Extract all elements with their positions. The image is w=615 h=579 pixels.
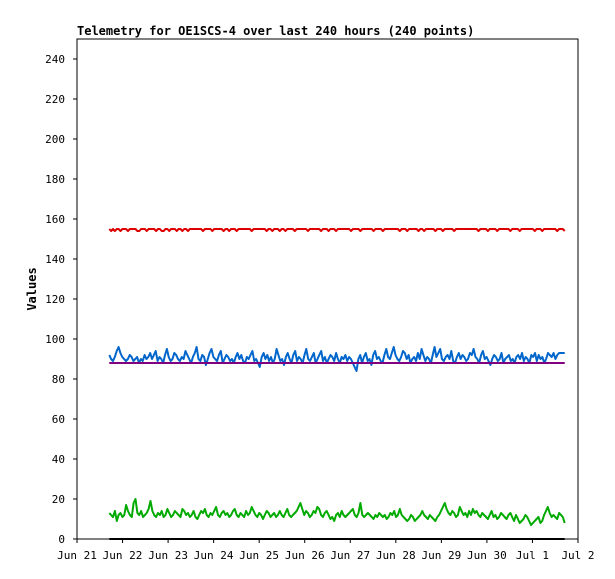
x-tick-label: Jul 2 (561, 549, 594, 562)
y-tick-label: 220 (45, 93, 65, 106)
y-tick-label: 40 (52, 453, 65, 466)
x-tick-label: Jun 22 (103, 549, 143, 562)
x-tick-label: Jun 23 (148, 549, 188, 562)
y-axis-label: Values (25, 267, 39, 310)
x-tick-label: Jun 29 (421, 549, 461, 562)
y-tick-label: 120 (45, 293, 65, 306)
y-tick-label: 100 (45, 333, 65, 346)
series-group (108, 228, 566, 540)
x-tick-label: Jun 24 (194, 549, 234, 562)
y-tick-label: 140 (45, 253, 65, 266)
x-tick-label: Jun 27 (330, 549, 370, 562)
chart-title: Telemetry for OE1SCS-4 over last 240 hou… (77, 24, 474, 38)
x-tick-label: Jun 21 (57, 549, 97, 562)
y-axis: 0 20 40 60 80 100 120 140 160 180 200 220 240 (45, 53, 77, 546)
x-tick-label: Jun 28 (376, 549, 416, 562)
y-tick-label: 20 (52, 493, 65, 506)
x-axis: Jun 21 Jun 22 Jun 23 Jun 24 Jun 25 Jun 26 Jun … (57, 539, 595, 562)
x-tick-label: Jun 26 (285, 549, 325, 562)
y-tick-label: 240 (45, 53, 65, 66)
y-tick-label: 0 (58, 533, 65, 546)
x-tick-label: Jun 30 (467, 549, 507, 562)
y-tick-label: 80 (52, 373, 65, 386)
series-line-2 (108, 346, 565, 372)
y-tick-label: 200 (45, 133, 65, 146)
y-tick-label: 160 (45, 213, 65, 226)
x-tick-label: Jun 25 (239, 549, 279, 562)
y-tick-label: 60 (52, 413, 65, 426)
x-tick-label: Jul 1 (516, 549, 549, 562)
series-line-4 (108, 498, 566, 526)
y-tick-label: 180 (45, 173, 65, 186)
series-line-1 (108, 228, 566, 232)
